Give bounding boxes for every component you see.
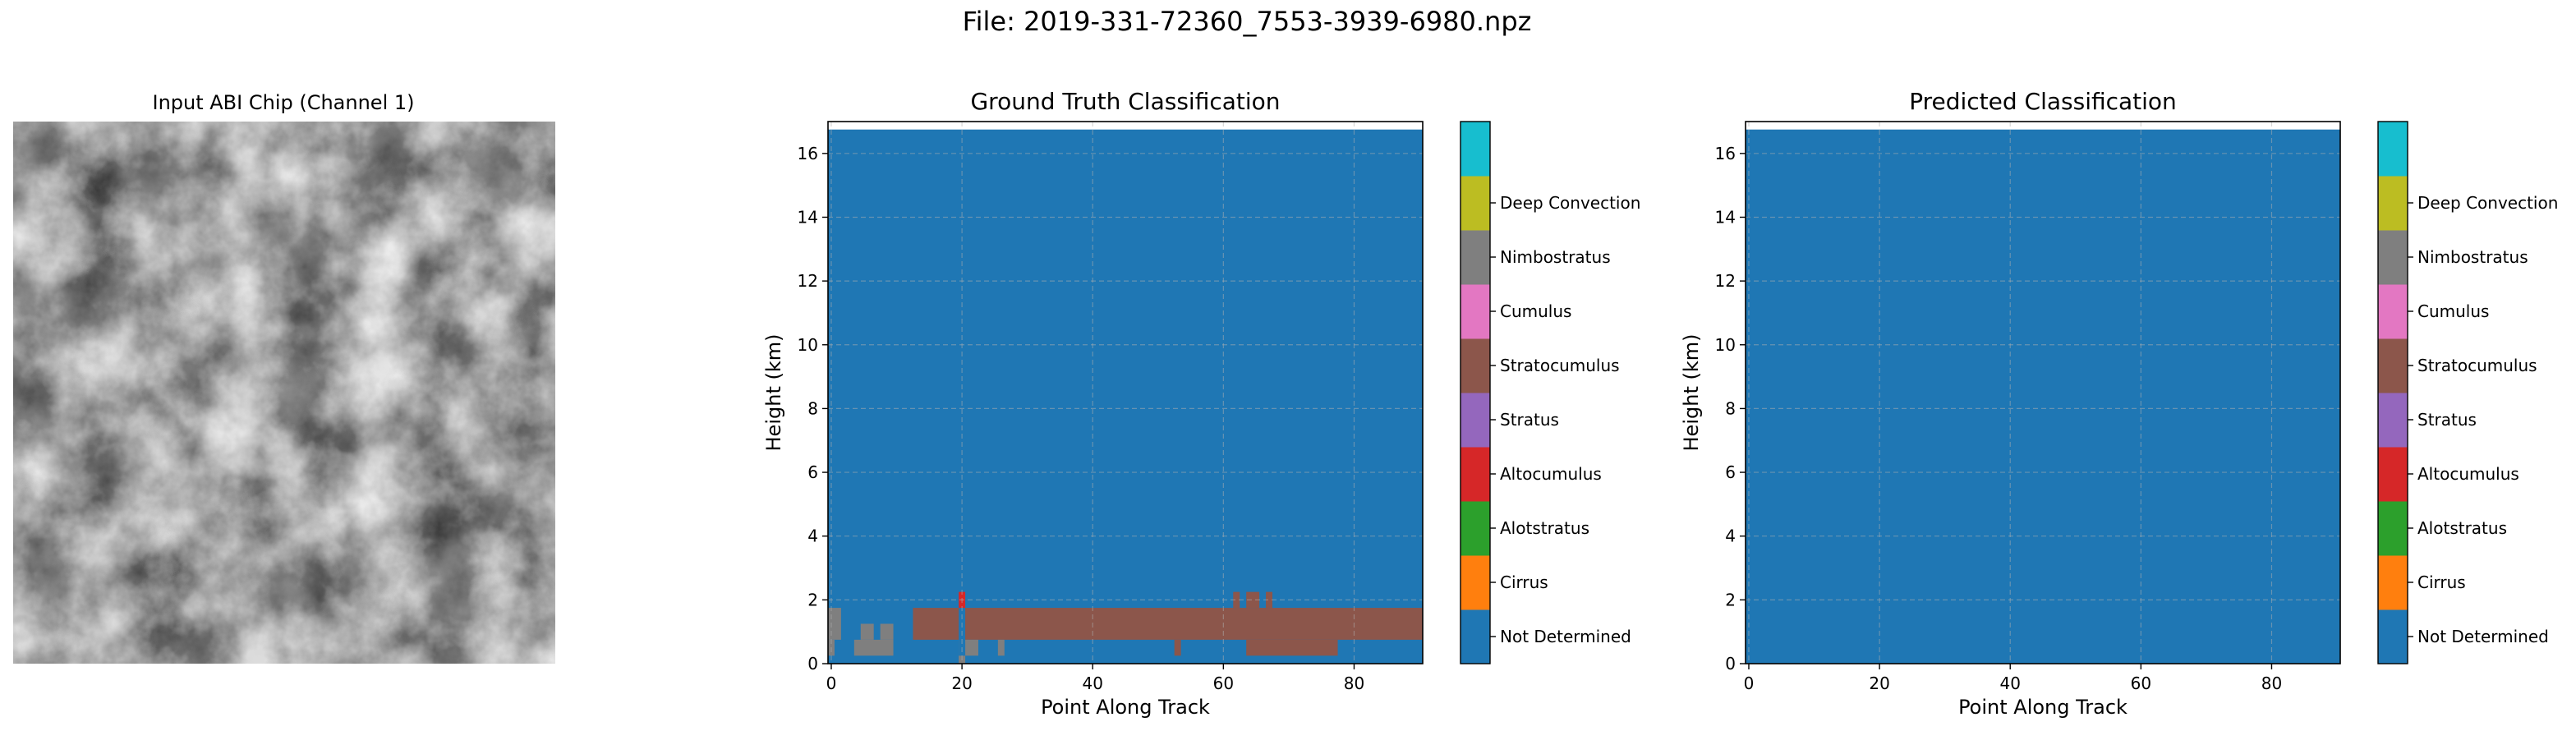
class-patch-stratocumulus [1246, 591, 1260, 609]
colorbar-label: Not Determined [1500, 627, 1631, 646]
colorbar-swatch [2378, 393, 2408, 448]
colorbar-swatch [1460, 230, 1490, 285]
colorbar-label: Cumulus [2417, 301, 2489, 321]
colorbar-frame [2377, 121, 2408, 664]
ground-truth-colorbar: Not Determined Cirrus Alotstratus Altocumul… [1460, 121, 1640, 664]
x-tick-label: 60 [1213, 674, 1234, 693]
x-axis-label: Point Along Track [1958, 696, 2128, 719]
colorbar-swatch [2378, 447, 2408, 502]
colorbar-label: Cirrus [1500, 572, 1548, 592]
ground-truth-chart: 0 20 40 60 80 0 2 4 6 8 10 12 14 16 Ground Truth Class… [762, 88, 1424, 719]
y-tick-label: 6 [1725, 462, 1736, 482]
y-tick-label: 2 [807, 590, 818, 609]
chart-title: Predicted Classification [1909, 88, 2177, 115]
y-tick-label: 12 [1715, 271, 1736, 291]
y-tick-label: 16 [1715, 144, 1736, 163]
colorbar-swatch [2378, 555, 2408, 610]
abi-image-panel: Input ABI Chip (Channel 1) [13, 91, 555, 664]
y-axis-label: Height (km) [762, 334, 785, 452]
y-tick-label: 8 [807, 398, 818, 418]
colorbar-swatch [1460, 284, 1490, 339]
y-tick-label: 4 [1725, 526, 1736, 546]
class-patch-stratocumulus [913, 608, 1423, 640]
colorbar-label: Stratus [2417, 410, 2477, 430]
y-tick-label: 4 [807, 526, 818, 546]
y-tick-label: 12 [798, 271, 818, 291]
colorbar-swatch [1460, 447, 1490, 502]
colorbar-swatch [2378, 122, 2408, 177]
y-tick-label: 8 [1725, 398, 1736, 418]
x-axis-label: Point Along Track [1041, 696, 1210, 719]
class-patch-nimbostratus [997, 639, 1005, 656]
class-patch-stratocumulus [1266, 591, 1273, 609]
chart-title: Ground Truth Classification [970, 88, 1280, 115]
colorbar-swatch [2378, 501, 2408, 556]
x-tick-label: 80 [2261, 674, 2282, 693]
colorbar-swatch [2378, 230, 2408, 285]
class-fill-background [828, 129, 1423, 664]
class-patch-nimbostratus [880, 623, 894, 640]
colorbar-label: Deep Convection [2417, 193, 2558, 213]
colorbar-label: Nimbostratus [2417, 247, 2528, 267]
colorbar-label: Cirrus [2417, 572, 2466, 592]
colorbar-swatch [1460, 555, 1490, 610]
colorbar-swatch [2378, 609, 2408, 664]
x-tick-label: 80 [1344, 674, 1364, 693]
class-patch-stratocumulus [1246, 639, 1338, 656]
class-patch-nimbostratus [828, 608, 841, 640]
x-tick-label: 20 [951, 674, 972, 693]
colorbar-swatch [2378, 338, 2408, 393]
x-tick-label: 40 [1082, 674, 1102, 693]
colorbar-label: Stratus [1500, 410, 1559, 430]
plot-frame [1745, 121, 2341, 664]
colorbar-label: Stratocumulus [2417, 356, 2537, 375]
colorbar-label: Nimbostratus [1500, 247, 1611, 267]
x-tick-label: 60 [2131, 674, 2151, 693]
colorbar-label: Stratocumulus [1500, 356, 1620, 375]
colorbar-label: Alotstratus [2417, 518, 2507, 538]
class-fill-background [1746, 129, 2340, 664]
colorbar-swatch [1460, 609, 1490, 664]
y-tick-label: 14 [1715, 207, 1736, 227]
colorbar-swatch [1460, 338, 1490, 393]
y-tick-label: 16 [798, 144, 818, 163]
class-patch-stratocumulus [1174, 639, 1181, 656]
colorbar-swatch [1460, 176, 1490, 231]
x-tick-label: 0 [826, 674, 837, 693]
colorbar-label: Altocumulus [1500, 464, 1602, 484]
class-patch-nimbostratus [860, 623, 874, 640]
plot-frame [827, 121, 1424, 664]
y-tick-label: 10 [1715, 335, 1736, 355]
abi-image [13, 122, 555, 664]
y-tick-label: 0 [1725, 654, 1736, 674]
y-tick-label: 0 [807, 654, 818, 674]
colorbar-swatch [2378, 176, 2408, 231]
predicted-chart: 0 20 40 60 80 0 2 4 6 8 10 12 14 16 Predicted Classifi… [1680, 88, 2341, 719]
x-tick-label: 40 [1999, 674, 2020, 693]
y-tick-label: 2 [1725, 590, 1736, 609]
y-axis-label: Height (km) [1680, 334, 1703, 452]
x-tick-label: 0 [1744, 674, 1755, 693]
colorbar-swatch [2378, 284, 2408, 339]
colorbar-swatch [1460, 393, 1490, 448]
figure-title: File: 2019-331-72360_7553-3939-6980.npz [963, 6, 1532, 37]
colorbar-label: Alotstratus [1500, 518, 1589, 538]
colorbar-frame [1460, 121, 1491, 664]
y-tick-label: 14 [798, 207, 818, 227]
predicted-colorbar: Not Determined Cirrus Alotstratus Altocumul… [2377, 121, 2558, 664]
colorbar-label: Deep Convection [1500, 193, 1640, 213]
abi-image-title: Input ABI Chip (Channel 1) [152, 91, 414, 114]
colorbar-swatch [1460, 501, 1490, 556]
y-tick-label: 6 [807, 462, 818, 482]
colorbar-swatch [1460, 122, 1490, 177]
y-tick-label: 10 [798, 335, 818, 355]
colorbar-label: Cumulus [1500, 301, 1571, 321]
x-tick-label: 20 [1869, 674, 1889, 693]
colorbar-label: Altocumulus [2417, 464, 2519, 484]
class-patch-nimbostratus [853, 639, 894, 656]
class-patch-stratocumulus [1233, 591, 1240, 609]
colorbar-label: Not Determined [2417, 627, 2549, 646]
